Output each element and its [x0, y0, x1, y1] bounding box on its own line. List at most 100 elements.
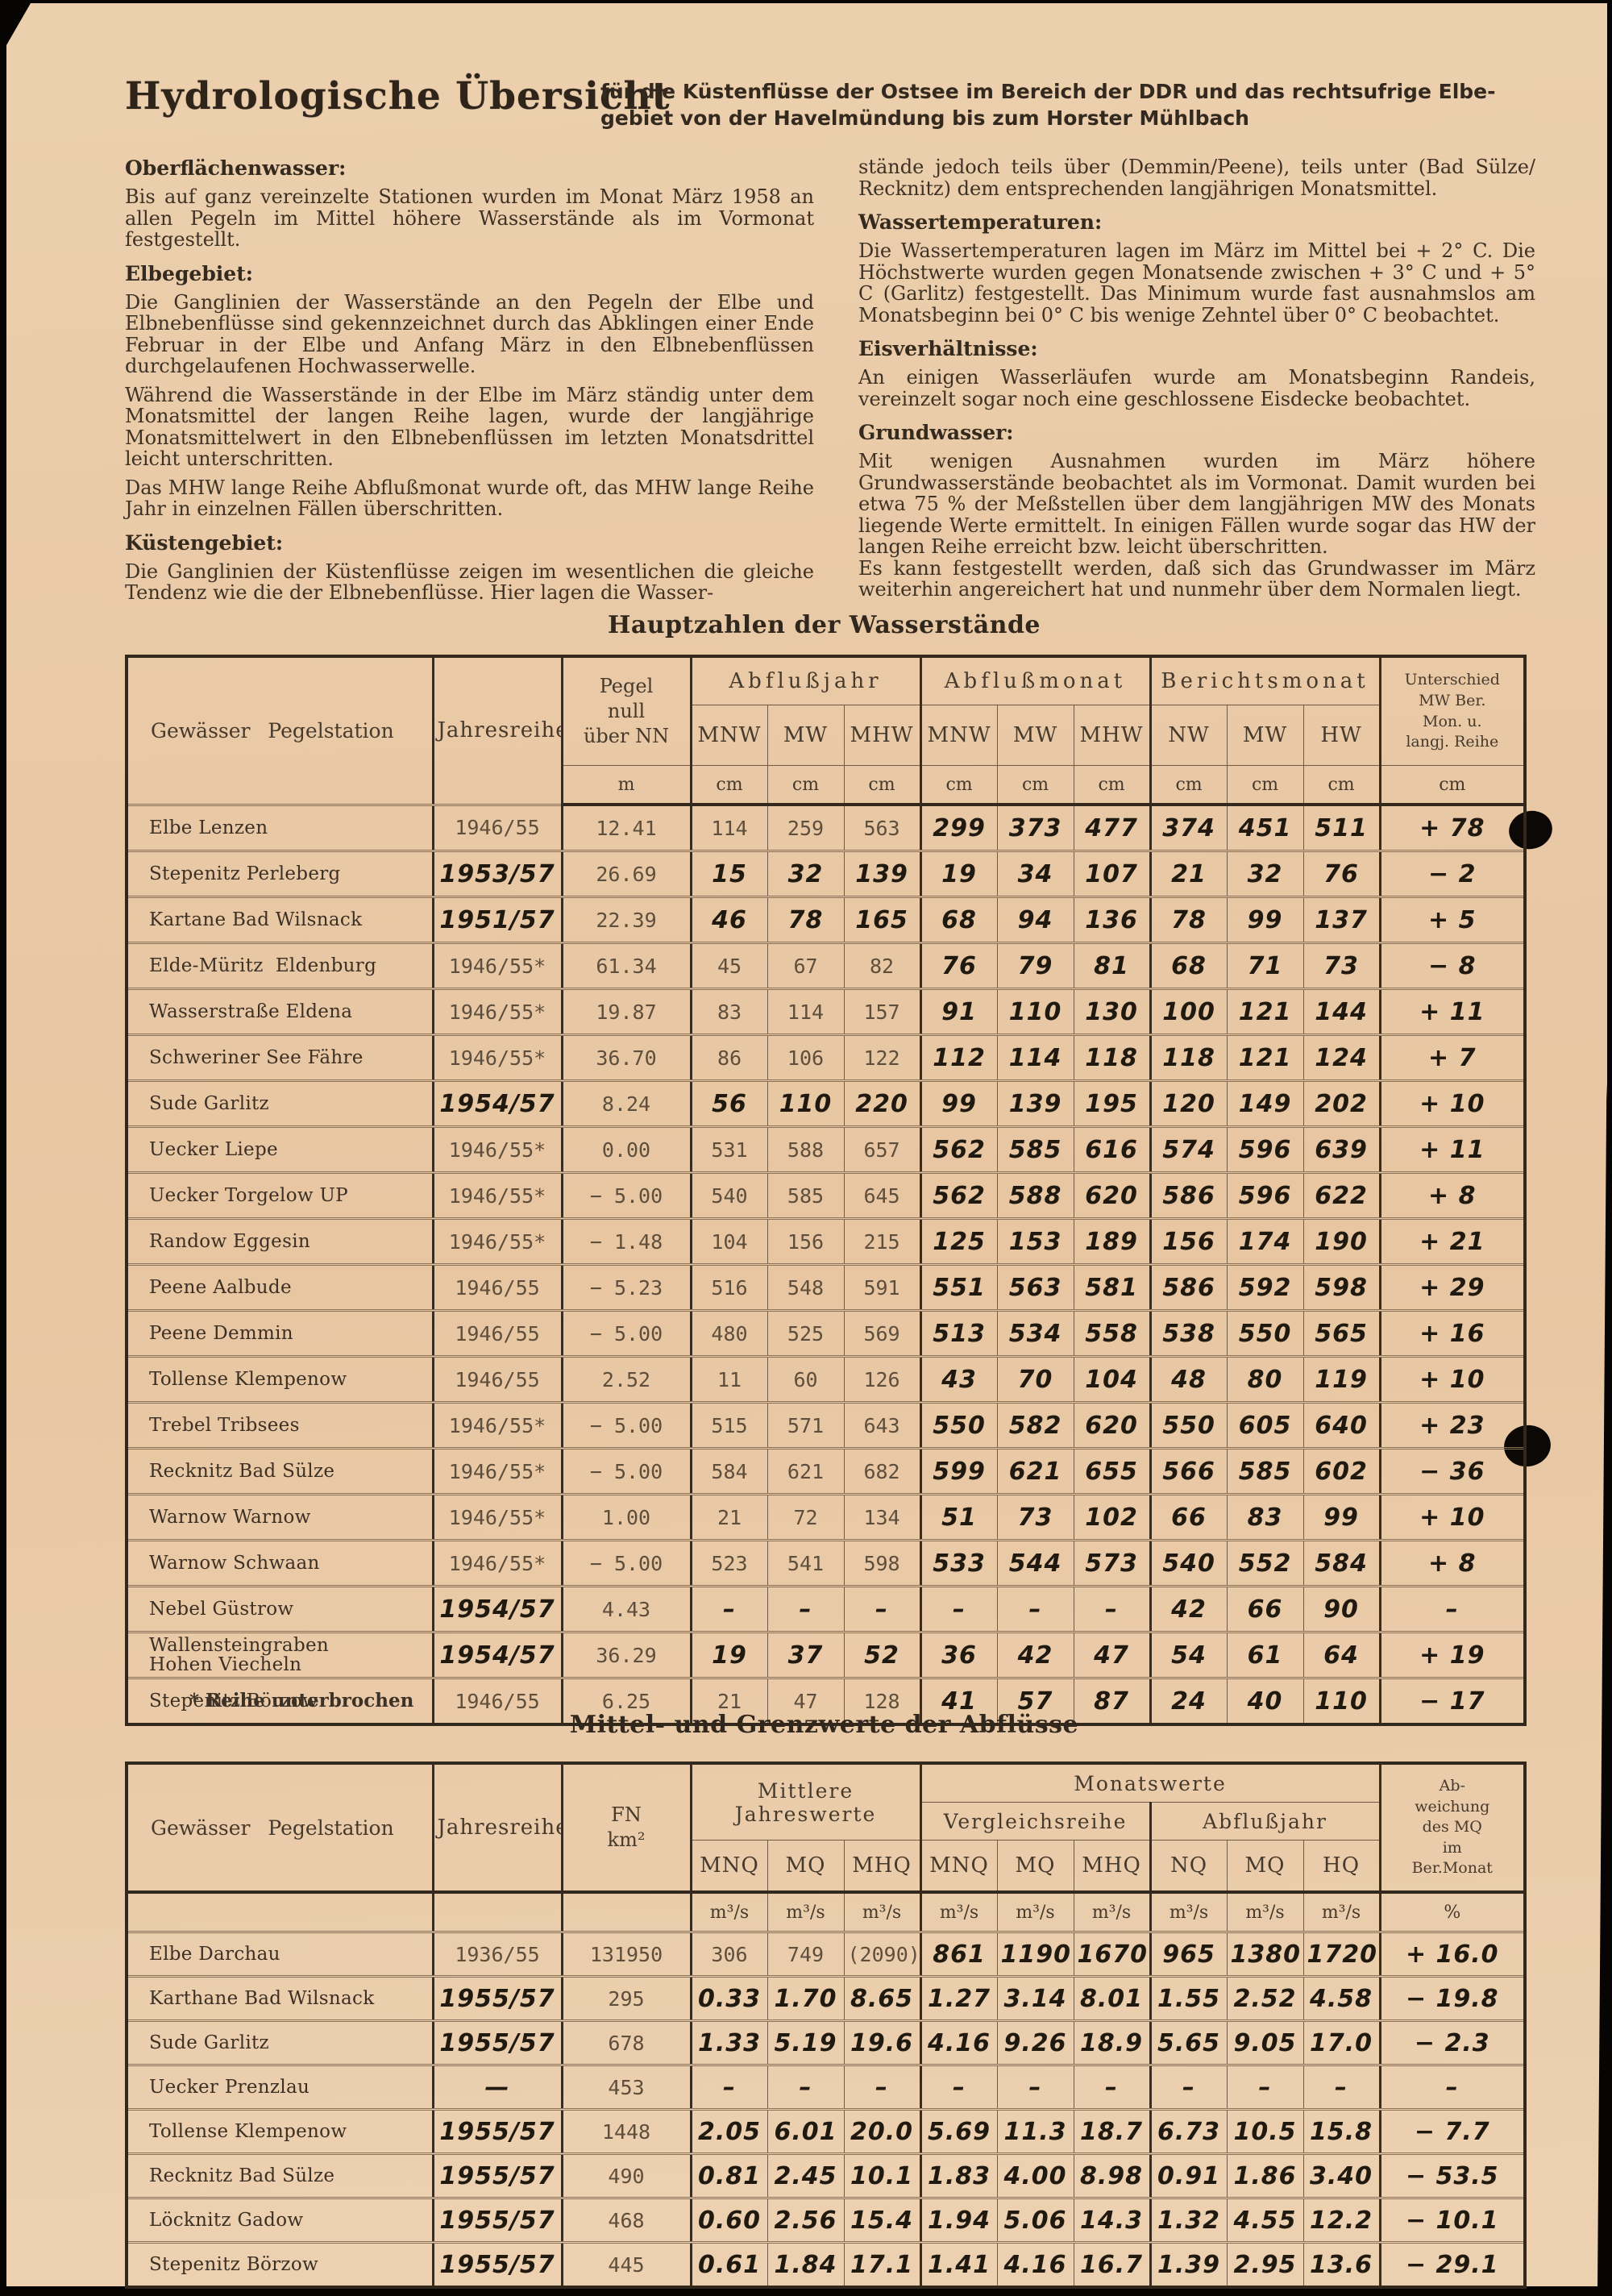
section-heading: Eisverhältnisse:	[858, 337, 1038, 360]
value-cell: 8.65	[843, 1975, 921, 2021]
value-cell: 114	[767, 988, 845, 1035]
page-subtitle: für die Küstenflüsse der Ostsee im Berei…	[600, 80, 1496, 130]
value-cell: 639	[1302, 1125, 1381, 1173]
value-cell: 540	[1149, 1539, 1228, 1587]
value-cell: 2.56	[767, 2197, 845, 2243]
value-cell: 10.5	[1226, 2108, 1304, 2154]
value-cell: –	[1073, 1585, 1151, 1633]
value-cell: + 11	[1378, 1125, 1526, 1173]
value-cell: 586	[1149, 1171, 1228, 1219]
value-cell: 68	[1149, 942, 1228, 989]
value-cell: 566	[1149, 1447, 1228, 1495]
value-cell: 4.43	[560, 1585, 692, 1633]
table1-title: Hauptzahlen der Wasserstände	[607, 611, 1041, 639]
value-cell: 90	[1302, 1585, 1381, 1633]
value-cell: 114	[996, 1034, 1074, 1081]
unit-cell: cm	[767, 765, 845, 806]
value-cell: 78	[767, 896, 845, 943]
value-cell: − 5.00	[560, 1171, 692, 1219]
value-cell: 4.55	[1226, 2197, 1304, 2243]
value-cell: 76	[919, 942, 998, 989]
value-cell: 585	[1226, 1447, 1304, 1495]
subcol-header: MNW	[919, 705, 998, 766]
abfluesse-table: Gewässer Pegelstation Jahresreihe FN km²…	[125, 1762, 1527, 2289]
unit-cell: m³/s	[1149, 1890, 1228, 1932]
table1-header: Gewässer Pegelstation Jahresreihe Pegel …	[126, 655, 1526, 806]
value-cell: 130	[1073, 988, 1151, 1035]
value-cell: 1946/55	[431, 1355, 563, 1403]
value-cell: 306	[689, 1931, 768, 1977]
station-cell: Elde-Müritz Eldenburg	[126, 942, 434, 989]
value-cell: + 23	[1378, 1401, 1526, 1449]
value-cell: 451	[1226, 803, 1304, 851]
value-cell: –	[767, 2064, 845, 2110]
table-row: Uecker Torgelow UP 1946/55* − 5.00 540 585 64…	[126, 1171, 1526, 1219]
value-cell: 17.1	[843, 2241, 921, 2288]
value-cell: 80	[1226, 1355, 1304, 1403]
value-cell: 620	[1073, 1401, 1151, 1449]
value-cell: 511	[1302, 803, 1381, 851]
value-cell: + 19	[1378, 1631, 1526, 1678]
unit-cell: cm	[1302, 765, 1381, 806]
station-cell: Uecker Prenzlau	[126, 2064, 434, 2110]
col-header-abweichung: Ab- weichung des MQ im Ber.Monat	[1378, 1762, 1526, 1893]
value-cell: 12.2	[1302, 2197, 1381, 2243]
value-cell: 1.70	[767, 1975, 845, 2021]
value-cell: 1946/55	[431, 803, 563, 851]
value-cell: 24	[1149, 1677, 1228, 1725]
value-cell: 99	[1226, 896, 1304, 943]
unit-cell: cm	[689, 765, 768, 806]
value-cell: 565	[1302, 1309, 1381, 1357]
value-cell: 5.19	[767, 2019, 845, 2065]
value-cell: 548	[767, 1263, 845, 1311]
table-row: Tollense Klempenow 1946/55 2.52 11 60 126 43 70…	[126, 1355, 1526, 1403]
value-cell: 21	[1149, 850, 1228, 897]
value-cell: 190	[1302, 1217, 1381, 1265]
value-cell: 591	[843, 1263, 921, 1311]
value-cell: –	[1073, 2064, 1151, 2110]
subcol-header: MQ	[996, 1840, 1074, 1893]
value-cell: 11.3	[996, 2108, 1074, 2154]
value-cell: 42	[1149, 1585, 1228, 1633]
table-row: Kartane Bad Wilsnack 1951/57 22.39 46 78 165 6…	[126, 896, 1526, 943]
value-cell: − 5.00	[560, 1309, 692, 1357]
value-cell: 515	[689, 1401, 768, 1449]
unit-cell: m³/s	[919, 1890, 998, 1932]
value-cell: 1946/55	[431, 1263, 563, 1311]
value-cell: 83	[1226, 1493, 1304, 1541]
value-cell: 1936/55	[431, 1931, 563, 1977]
subcol-header: MQ	[1226, 1840, 1304, 1893]
value-cell: 1946/55*	[431, 1171, 563, 1219]
value-cell: –	[996, 2064, 1074, 2110]
table-row: Warnow Schwaan 1946/55* − 5.00 523 541 598 533…	[126, 1539, 1526, 1587]
value-cell: + 5	[1378, 896, 1526, 943]
value-cell: 1955/57	[431, 2197, 563, 2243]
subcol-header: MHQ	[1073, 1840, 1151, 1893]
value-cell: 26.69	[560, 850, 692, 897]
value-cell: 596	[1226, 1125, 1304, 1173]
value-cell: 445	[560, 2241, 692, 2288]
value-cell: 107	[1073, 850, 1151, 897]
value-cell: 220	[843, 1079, 921, 1127]
unit-cell: cm	[1149, 765, 1228, 806]
paragraph: Die Wassertemperaturen lagen im März im …	[858, 239, 1535, 327]
table-row: Peene Aalbude 1946/55− 5.23 516 548 591 551 56…	[126, 1263, 1526, 1311]
value-cell: 0.00	[560, 1125, 692, 1173]
section-heading: Oberflächenwasser:	[125, 156, 347, 180]
value-cell: 616	[1073, 1125, 1151, 1173]
subcol-header: MW	[1226, 705, 1304, 766]
value-cell: + 10	[1378, 1355, 1526, 1403]
value-cell: 72	[767, 1493, 845, 1541]
value-cell: 1190	[996, 1931, 1074, 1977]
value-cell: 558	[1073, 1309, 1151, 1357]
value-cell: 2.95	[1226, 2241, 1304, 2288]
subcol-header: HQ	[1302, 1840, 1381, 1893]
value-cell: − 19.8	[1378, 1975, 1526, 2021]
value-cell: − 5.00	[560, 1539, 692, 1587]
value-cell: 2.52	[560, 1355, 692, 1403]
table-row: Elbe Darchau 1936/55 131950 306 749 (2090) 861…	[126, 1931, 1526, 1977]
unit-cell: m	[560, 765, 692, 806]
subcol-header: MHW	[843, 705, 921, 766]
value-cell: 552	[1226, 1539, 1304, 1587]
unit-cell: cm	[919, 765, 998, 806]
